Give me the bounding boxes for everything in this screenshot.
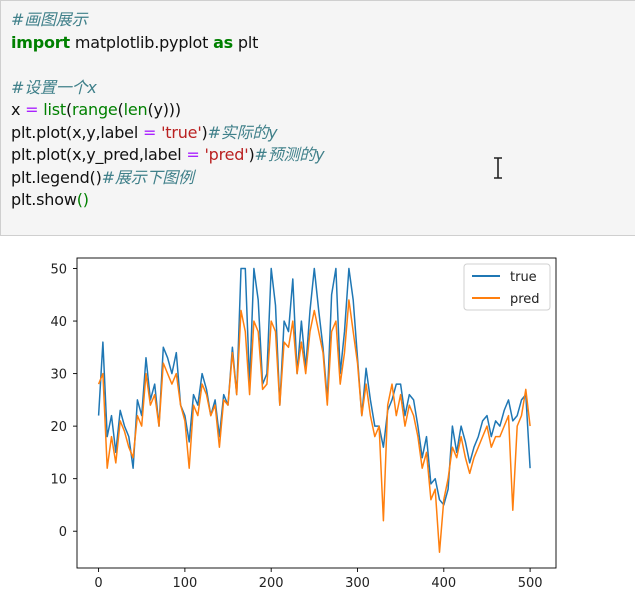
code-line: #设置一个x bbox=[11, 77, 324, 100]
code-token: ( bbox=[117, 100, 124, 119]
code-editor[interactable]: #画图展示 import matplotlib.pyplot as plt #设置一… bbox=[11, 9, 325, 212]
code-line: plt.show() bbox=[11, 189, 324, 212]
code-token: plt bbox=[233, 32, 259, 52]
text-cursor-icon bbox=[494, 157, 502, 179]
code-token: () bbox=[76, 190, 89, 209]
x-tick-label: 200 bbox=[259, 576, 284, 591]
x-tick-label: 400 bbox=[431, 576, 456, 591]
code-token: #实际的y bbox=[207, 122, 278, 142]
code-token: ( bbox=[65, 100, 73, 119]
code-token: 'pred' bbox=[204, 145, 249, 164]
code-token: = bbox=[186, 145, 200, 164]
code-token: list bbox=[43, 100, 66, 119]
code-token: = bbox=[25, 100, 39, 119]
code-token: matplotlib.pyplot bbox=[69, 32, 214, 52]
legend-label-true: true bbox=[510, 270, 537, 285]
y-tick-label: 0 bbox=[59, 525, 67, 540]
code-token: plt.plot(x,y_pred,label bbox=[11, 145, 187, 164]
x-tick-label: 100 bbox=[172, 576, 197, 591]
code-line: plt.plot(x,y,label = 'true')#实际的y bbox=[11, 122, 324, 145]
code-token: = bbox=[142, 122, 157, 142]
code-line: plt.legend()#展示下图例 bbox=[11, 167, 324, 190]
code-line: x = list(range(len(y))) bbox=[11, 99, 324, 122]
series-line-pred bbox=[97, 299, 531, 553]
legend-label-pred: pred bbox=[510, 292, 540, 307]
y-tick-label: 30 bbox=[50, 368, 67, 383]
code-token: plt.legend() bbox=[11, 167, 102, 187]
y-tick-label: 40 bbox=[50, 315, 67, 330]
code-token: #展示下图例 bbox=[101, 167, 194, 187]
output-area: 0 100 200 300 400 500 0 10 20 30 40 50 true pred bbox=[0, 248, 560, 602]
plot-frame bbox=[76, 257, 557, 569]
code-line: import matplotlib.pyplot as plt bbox=[11, 32, 324, 55]
code-line bbox=[11, 54, 324, 77]
x-tick-label: 500 bbox=[518, 576, 543, 591]
code-token: as bbox=[213, 32, 233, 52]
code-token: len bbox=[123, 100, 148, 119]
code-cell[interactable]: #画图展示 import matplotlib.pyplot as plt #设置一… bbox=[0, 0, 635, 236]
code-token: plt.show bbox=[11, 190, 77, 209]
x-tick-label: 0 bbox=[94, 576, 102, 591]
y-tick-label: 50 bbox=[50, 263, 67, 278]
y-tick-label: 10 bbox=[50, 473, 67, 488]
y-tick-label: 20 bbox=[50, 420, 67, 435]
code-token: #设置一个x bbox=[11, 77, 97, 97]
code-line: #画图展示 bbox=[11, 9, 324, 32]
line-chart: 0 100 200 300 400 500 0 10 20 30 40 50 true pred bbox=[50, 257, 557, 591]
code-token: plt.plot(x,y,label bbox=[11, 122, 143, 142]
x-tick-label: 300 bbox=[345, 576, 370, 591]
code-line: plt.plot(x,y_pred,label = 'pred')#预测的y bbox=[11, 144, 325, 167]
code-token: ) bbox=[248, 145, 255, 164]
series-line-true bbox=[97, 267, 531, 506]
code-token: (y))) bbox=[147, 100, 181, 119]
code-token: import bbox=[11, 32, 70, 52]
code-token: ) bbox=[201, 122, 208, 142]
code-token: 'true' bbox=[161, 122, 202, 142]
code-token: range bbox=[72, 100, 118, 119]
code-token: x bbox=[11, 100, 26, 119]
code-token: #预测的y bbox=[254, 145, 325, 164]
code-token: #画图展示 bbox=[11, 10, 88, 29]
